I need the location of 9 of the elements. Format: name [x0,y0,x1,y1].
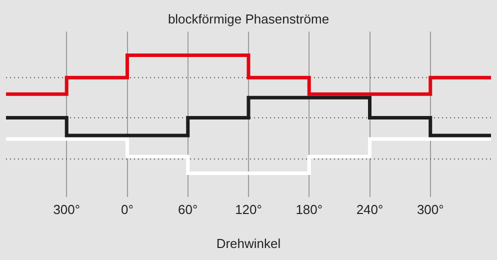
chart-title: blockförmige Phasenströme [168,11,330,26]
x-tick-label: 60° [178,202,198,218]
x-tick-label: 240° [356,202,384,218]
x-axis-title: Drehwinkel [216,236,281,251]
x-tick-label: 300° [416,202,444,218]
x-tick-label: 120° [235,202,262,218]
x-tick-label: 0° [121,202,134,218]
x-tick-label: 300° [53,202,80,218]
x-tick-label: 180° [296,202,323,218]
